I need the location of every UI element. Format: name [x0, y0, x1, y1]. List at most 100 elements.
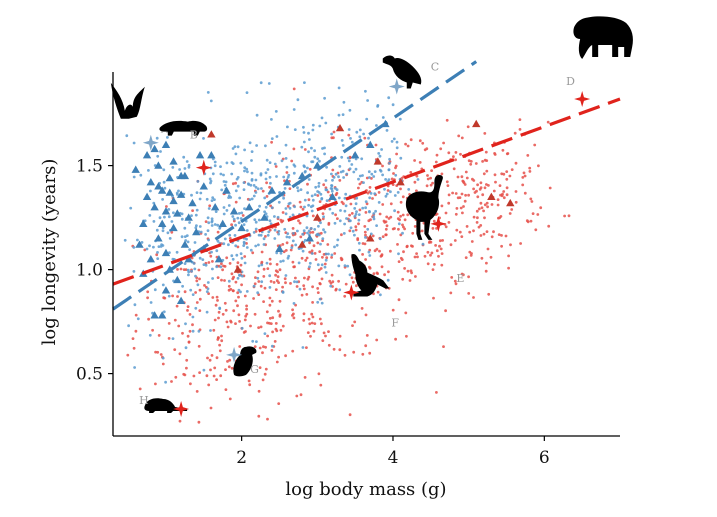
blue-triangle-point — [150, 144, 159, 153]
data-point — [321, 212, 325, 216]
data-point — [310, 312, 314, 316]
data-point — [413, 225, 417, 228]
data-point — [367, 170, 371, 174]
data-point — [306, 166, 309, 170]
data-point — [366, 191, 370, 195]
data-point — [390, 177, 394, 181]
data-point — [303, 148, 307, 151]
highlight-star-G — [226, 346, 243, 363]
data-point — [343, 353, 347, 357]
data-point — [243, 255, 247, 258]
data-point — [151, 328, 155, 332]
data-point — [364, 258, 367, 261]
data-point — [342, 232, 346, 235]
data-point — [444, 225, 448, 229]
data-point — [264, 177, 268, 181]
data-point — [299, 235, 303, 239]
data-point — [406, 269, 410, 273]
data-point — [480, 206, 484, 210]
data-point — [149, 189, 152, 193]
data-point — [316, 241, 320, 245]
blue-triangle-point — [180, 240, 190, 248]
data-point — [452, 155, 455, 159]
data-point — [310, 321, 314, 325]
blue-triangle-point — [161, 207, 171, 215]
data-point — [356, 238, 360, 242]
blue-triangle-point — [157, 186, 167, 194]
data-point — [191, 209, 195, 213]
data-point — [268, 219, 272, 223]
data-point — [240, 274, 244, 278]
data-point — [192, 262, 196, 265]
red-triangle-point — [472, 119, 481, 128]
data-point — [319, 383, 323, 387]
blue-triangle-point — [173, 275, 182, 284]
data-point — [311, 128, 315, 132]
data-point — [438, 239, 442, 243]
data-point — [307, 275, 311, 279]
data-point — [338, 165, 342, 168]
data-point — [260, 187, 263, 190]
data-point — [285, 235, 289, 239]
data-point — [175, 304, 179, 308]
data-point — [475, 209, 479, 213]
data-point — [385, 215, 389, 219]
data-point — [172, 211, 175, 215]
data-point — [207, 383, 211, 387]
data-point — [497, 216, 500, 220]
data-point — [454, 192, 458, 195]
data-point — [504, 234, 508, 238]
data-point — [194, 274, 197, 278]
data-point — [261, 351, 264, 355]
data-point — [329, 284, 333, 288]
data-point — [284, 274, 288, 277]
data-point — [194, 291, 198, 294]
data-point — [343, 222, 346, 226]
data-point — [199, 191, 203, 195]
data-point — [459, 206, 463, 210]
blue-triangle-point — [366, 140, 375, 148]
data-point — [318, 200, 322, 204]
vulture-silhouette — [382, 55, 422, 89]
data-point — [193, 241, 197, 244]
data-point — [292, 302, 296, 305]
data-point — [256, 270, 260, 274]
data-point — [202, 368, 206, 372]
data-point — [334, 213, 337, 217]
data-point — [302, 140, 306, 144]
data-point — [197, 268, 201, 272]
data-point — [296, 186, 299, 190]
data-point — [180, 217, 184, 221]
data-point — [206, 91, 210, 94]
data-point — [228, 397, 232, 401]
data-point — [313, 149, 316, 153]
data-point — [227, 288, 231, 292]
data-point — [301, 346, 305, 349]
data-point — [224, 368, 227, 371]
data-point — [230, 366, 234, 370]
data-point — [253, 218, 257, 222]
data-point — [460, 136, 464, 140]
data-point — [273, 228, 277, 232]
data-point — [194, 306, 198, 310]
data-point — [378, 249, 381, 253]
data-point — [507, 266, 510, 270]
data-point — [373, 170, 377, 174]
data-point — [445, 180, 449, 184]
y-axis-title: log longevity (years) — [39, 159, 60, 346]
data-point — [191, 323, 194, 327]
data-point — [338, 219, 342, 223]
data-point — [228, 237, 232, 240]
data-point — [282, 250, 286, 254]
data-point — [467, 275, 470, 279]
data-point — [459, 152, 462, 156]
data-point — [225, 320, 229, 324]
data-point — [143, 219, 147, 223]
data-point — [494, 180, 497, 184]
data-point — [531, 212, 535, 216]
data-point — [485, 201, 489, 205]
data-point — [357, 186, 360, 190]
data-point — [284, 281, 287, 285]
data-point — [358, 128, 362, 132]
data-point — [528, 170, 532, 173]
